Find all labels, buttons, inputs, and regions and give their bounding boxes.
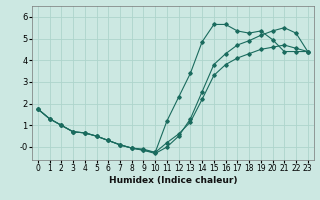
X-axis label: Humidex (Indice chaleur): Humidex (Indice chaleur)	[108, 176, 237, 185]
